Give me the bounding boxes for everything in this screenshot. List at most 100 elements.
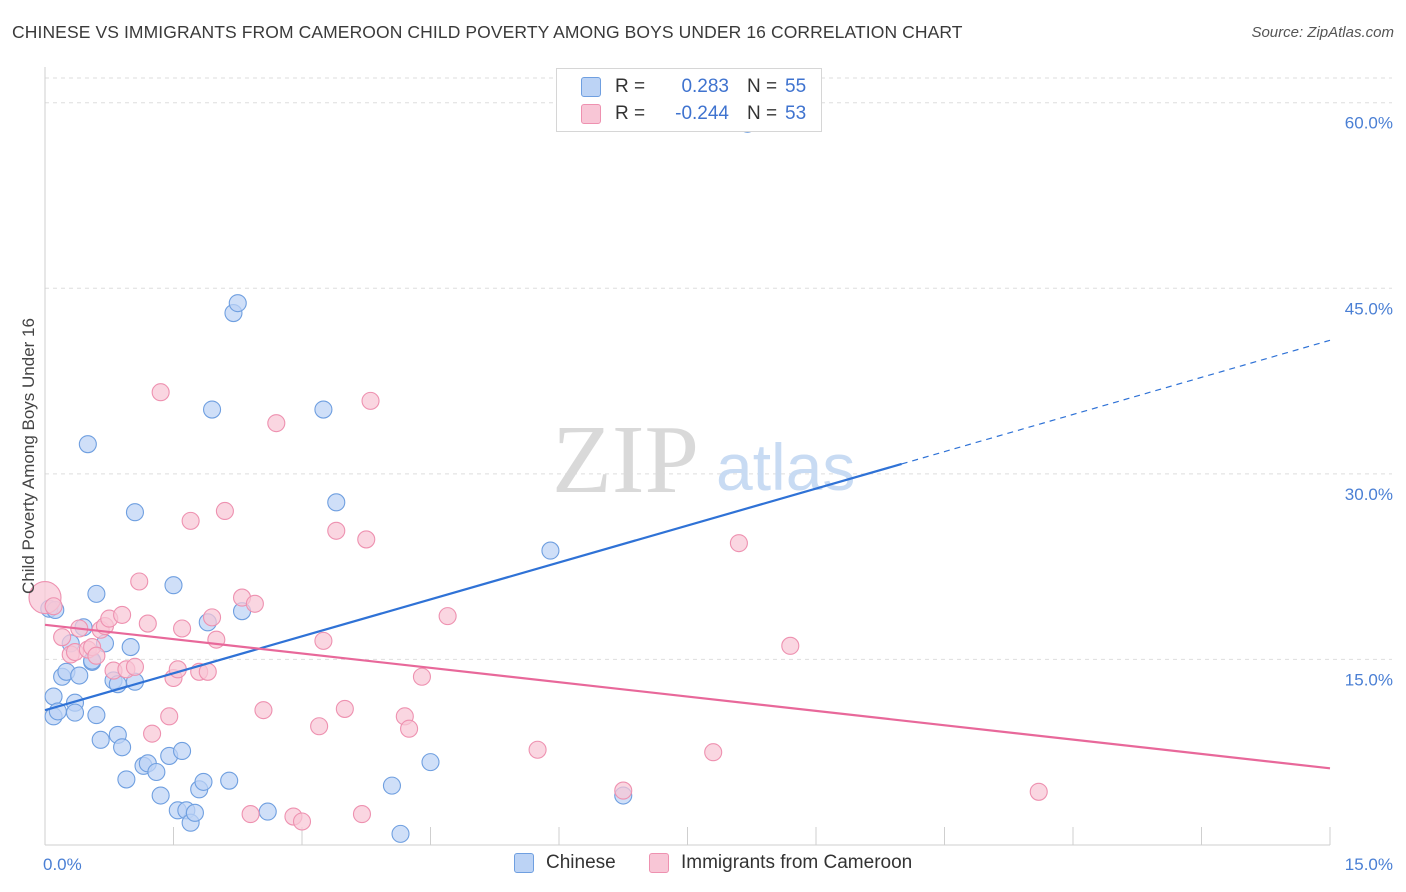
chinese-point xyxy=(173,741,192,761)
cameroon-point xyxy=(704,743,723,762)
cameroon-point xyxy=(310,717,329,736)
cameroon-point xyxy=(352,805,372,824)
cameroon-point xyxy=(729,534,748,553)
cameroon-point xyxy=(125,657,144,676)
legend-item-chinese: Chinese xyxy=(514,852,616,874)
y-axis-label: Child Poverty Among Boys Under 16 xyxy=(19,318,38,594)
watermark-zip: ZIP xyxy=(552,406,699,514)
cameroon-trend-line xyxy=(44,623,1331,770)
n-value: 55 xyxy=(785,76,807,97)
source-label: Source: ZipAtlas.com xyxy=(1251,24,1394,41)
cameroon-point xyxy=(357,530,376,549)
points-layer xyxy=(28,114,1048,843)
legend-label-chinese: Chinese xyxy=(546,852,616,873)
chinese-point xyxy=(314,400,333,419)
pink-swatch-icon xyxy=(581,104,601,124)
watermark-atlas: atlas xyxy=(716,430,855,504)
chinese-point xyxy=(541,541,560,560)
cameroon-point xyxy=(314,631,333,650)
chinese-point xyxy=(121,638,140,657)
n-label: N = xyxy=(747,76,778,97)
cameroon-point xyxy=(138,614,157,633)
cameroon-point xyxy=(130,572,149,591)
blue-swatch-icon xyxy=(581,77,601,97)
r-label: R = xyxy=(615,76,646,97)
chinese-point xyxy=(258,802,277,821)
chinese-point xyxy=(91,730,110,749)
legend-row-cameroon: R = -0.244 N = 53 xyxy=(581,102,806,126)
legend-item-cameroon: Immigrants from Cameroon xyxy=(649,852,912,874)
cameroon-point xyxy=(781,636,800,655)
cameroon-point xyxy=(160,707,179,726)
chinese-point xyxy=(382,776,402,795)
chinese-point xyxy=(203,400,222,419)
legend-row-chinese: R = 0.283 N = 55 xyxy=(581,75,806,99)
chinese-point xyxy=(87,584,106,603)
series-legend: Chinese Immigrants from Cameroon xyxy=(0,852,1406,878)
chinese-point xyxy=(65,703,85,722)
cameroon-point xyxy=(241,805,260,824)
chinese-point xyxy=(87,706,106,725)
chinese-trend-line xyxy=(44,462,902,712)
cameroon-point xyxy=(215,501,234,521)
legend-label-cameroon: Immigrants from Cameroon xyxy=(681,852,913,873)
cameroon-point xyxy=(438,607,457,626)
n-label: N = xyxy=(747,103,778,124)
pink-swatch-icon xyxy=(649,853,669,873)
correlation-legend: R = 0.283 N = 55 R = -0.244 N = 53 xyxy=(556,68,822,132)
trend-layer xyxy=(44,339,1331,770)
cameroon-point xyxy=(400,719,419,738)
chinese-point xyxy=(421,753,440,772)
chinese-trend-projection xyxy=(901,339,1331,465)
cameroon-point xyxy=(44,597,63,616)
tick-layer: 15.0% 30.0% 45.0% 60.0% 0.0% 15.0% xyxy=(43,114,1393,874)
chinese-point xyxy=(70,666,89,685)
cameroon-point xyxy=(335,699,354,718)
chinese-point xyxy=(164,576,183,595)
y-tick-label: 60.0% xyxy=(1345,114,1393,133)
y-tick-label: 30.0% xyxy=(1345,485,1393,504)
chinese-point xyxy=(228,294,247,313)
y-tick-label: 15.0% xyxy=(1345,670,1393,689)
chinese-point xyxy=(117,770,136,789)
n-value: 53 xyxy=(785,103,807,124)
r-label: R = xyxy=(615,103,646,124)
cameroon-point xyxy=(143,724,162,743)
chinese-point xyxy=(220,771,239,790)
cameroon-point xyxy=(113,605,132,624)
cameroon-point xyxy=(203,608,222,627)
chinese-point xyxy=(147,762,166,782)
blue-swatch-icon xyxy=(514,853,534,873)
chinese-point xyxy=(113,738,132,757)
x-tick-label: 0.0% xyxy=(43,855,82,874)
cameroon-point xyxy=(361,391,380,410)
chart-title: CHINESE VS IMMIGRANTS FROM CAMEROON CHIL… xyxy=(12,22,963,42)
cameroon-point xyxy=(87,646,106,665)
cameroon-point xyxy=(292,812,312,831)
cameroon-point xyxy=(327,521,346,540)
cameroon-point xyxy=(53,628,72,647)
chinese-point xyxy=(125,503,144,522)
cameroon-point xyxy=(412,667,431,686)
cameroon-point xyxy=(173,619,192,638)
chinese-point xyxy=(151,786,170,805)
x-tick-label: 15.0% xyxy=(1345,855,1393,874)
chinese-point xyxy=(327,493,346,512)
chinese-point xyxy=(391,824,410,843)
cameroon-point xyxy=(151,383,170,402)
r-value: -0.244 xyxy=(675,103,729,124)
cameroon-point xyxy=(181,511,200,530)
r-value: 0.283 xyxy=(681,76,729,97)
cameroon-point xyxy=(245,594,264,613)
y-tick-label: 45.0% xyxy=(1345,299,1393,318)
grid-layer xyxy=(45,77,1392,660)
cameroon-point xyxy=(528,740,547,759)
chinese-point xyxy=(194,772,213,791)
cameroon-point xyxy=(254,701,273,720)
cameroon-point xyxy=(1029,782,1048,801)
chinese-point xyxy=(78,435,97,454)
cameroon-point xyxy=(267,414,286,433)
cameroon-point xyxy=(614,781,633,800)
chinese-point xyxy=(185,803,204,822)
